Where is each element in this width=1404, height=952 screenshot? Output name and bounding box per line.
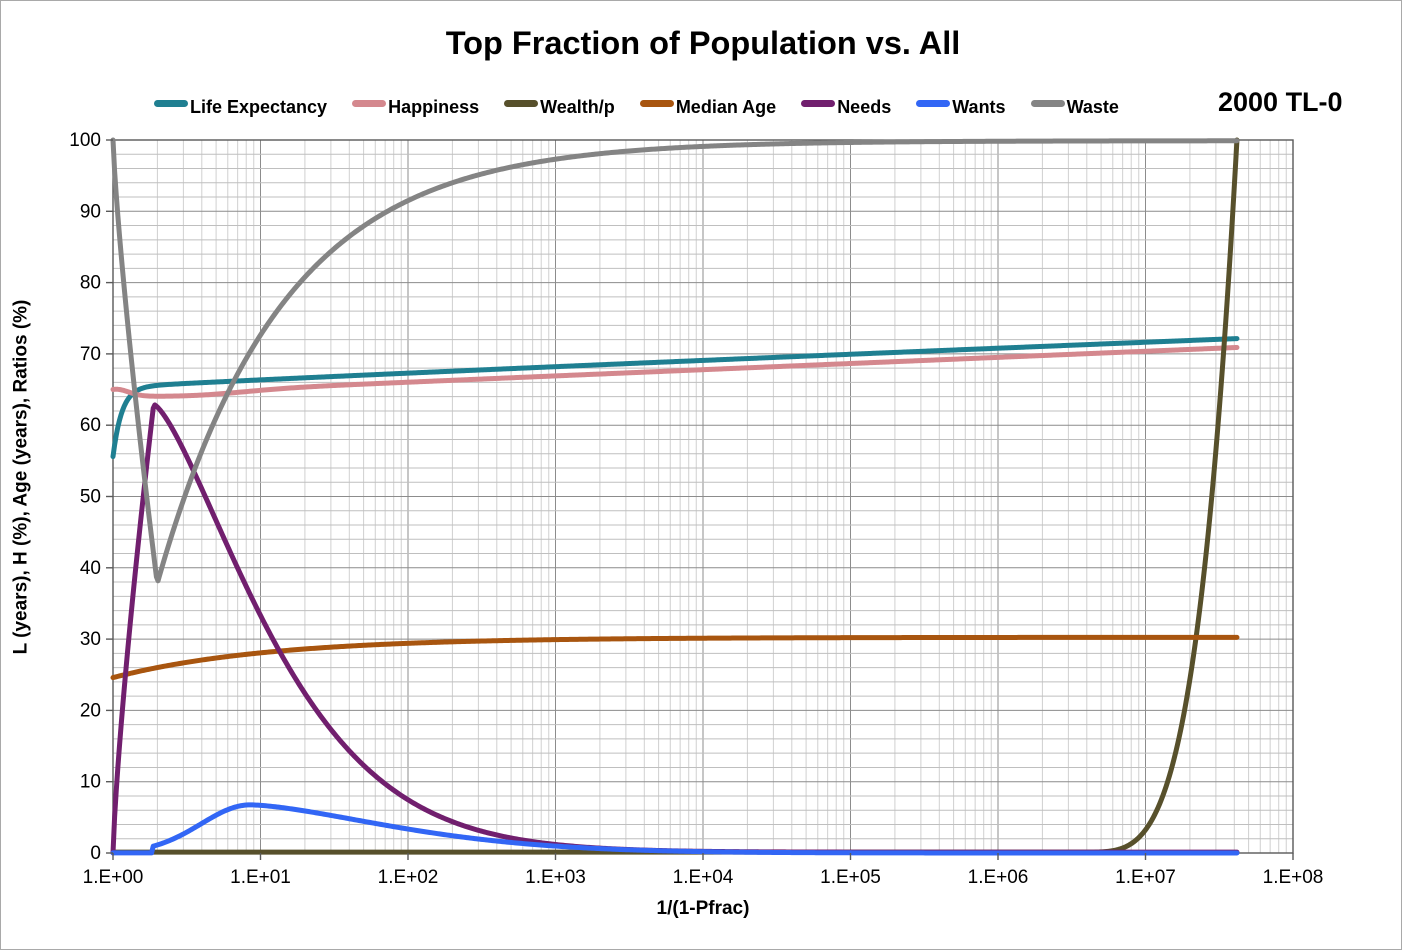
svg-text:100: 100 bbox=[69, 130, 101, 151]
svg-text:30: 30 bbox=[80, 629, 101, 650]
svg-text:1.E+04: 1.E+04 bbox=[673, 867, 734, 888]
svg-text:70: 70 bbox=[80, 344, 101, 365]
svg-text:1.E+00: 1.E+00 bbox=[83, 867, 144, 888]
svg-text:80: 80 bbox=[80, 273, 101, 294]
svg-text:90: 90 bbox=[80, 201, 101, 222]
svg-text:50: 50 bbox=[80, 487, 101, 508]
svg-text:1.E+01: 1.E+01 bbox=[230, 867, 291, 888]
svg-text:1.E+02: 1.E+02 bbox=[378, 867, 439, 888]
svg-text:1.E+03: 1.E+03 bbox=[525, 867, 586, 888]
svg-text:10: 10 bbox=[80, 772, 101, 793]
svg-text:20: 20 bbox=[80, 700, 101, 721]
svg-text:1.E+08: 1.E+08 bbox=[1263, 867, 1324, 888]
svg-text:1.E+05: 1.E+05 bbox=[820, 867, 881, 888]
svg-text:60: 60 bbox=[80, 415, 101, 436]
svg-text:0: 0 bbox=[90, 843, 101, 864]
svg-text:1.E+06: 1.E+06 bbox=[968, 867, 1029, 888]
svg-text:1.E+07: 1.E+07 bbox=[1115, 867, 1176, 888]
svg-text:40: 40 bbox=[80, 558, 101, 579]
